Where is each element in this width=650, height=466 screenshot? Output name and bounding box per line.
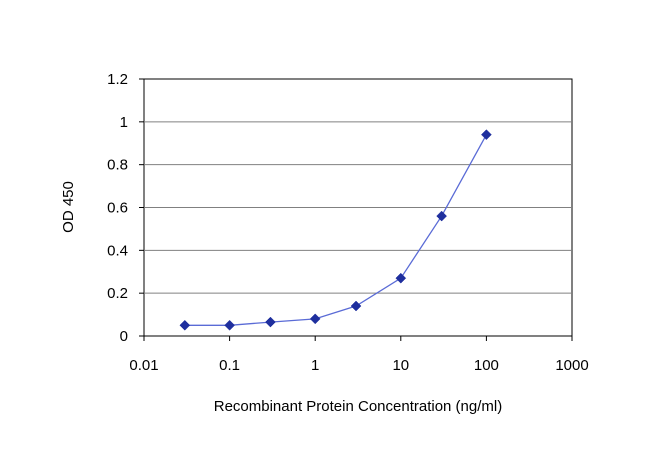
x-axis-title: Recombinant Protein Concentration (ng/ml… — [214, 398, 502, 415]
x-tick-label: 100 — [474, 357, 499, 374]
data-point-marker — [481, 129, 492, 141]
y-tick-label: 0 — [120, 328, 128, 345]
series-line — [184, 134, 487, 326]
x-tick-label: 10 — [392, 357, 409, 374]
y-axis-title: OD 450 — [60, 181, 77, 233]
data-point-marker — [179, 319, 191, 331]
y-tick-label: 0.6 — [107, 200, 128, 217]
data-point-marker — [436, 210, 447, 222]
x-tick-label: 1 — [311, 357, 319, 374]
x-tick-label: 0.01 — [129, 357, 158, 374]
tick-labels: 0 0.2 0.4 0.6 0.8 1 1.2 0.01 0.1 1 10 100 1000 — [107, 71, 589, 374]
data-point-marker — [309, 313, 321, 325]
data-point-marker — [350, 300, 362, 312]
data-point-marker — [395, 272, 407, 284]
x-tick-label: 0.1 — [219, 357, 240, 374]
y-tick-label: 1.2 — [107, 71, 128, 88]
gridlines — [144, 121, 572, 294]
y-tick-label: 0.4 — [107, 242, 128, 259]
axes — [139, 78, 573, 341]
y-tick-label: 0.2 — [107, 285, 128, 302]
y-tick-label: 0.8 — [107, 157, 128, 174]
x-tick-label: 1000 — [555, 357, 588, 374]
data-point-marker — [265, 316, 276, 328]
y-tick-label: 1 — [120, 114, 128, 131]
data-series — [179, 129, 492, 331]
data-point-marker — [224, 319, 235, 331]
